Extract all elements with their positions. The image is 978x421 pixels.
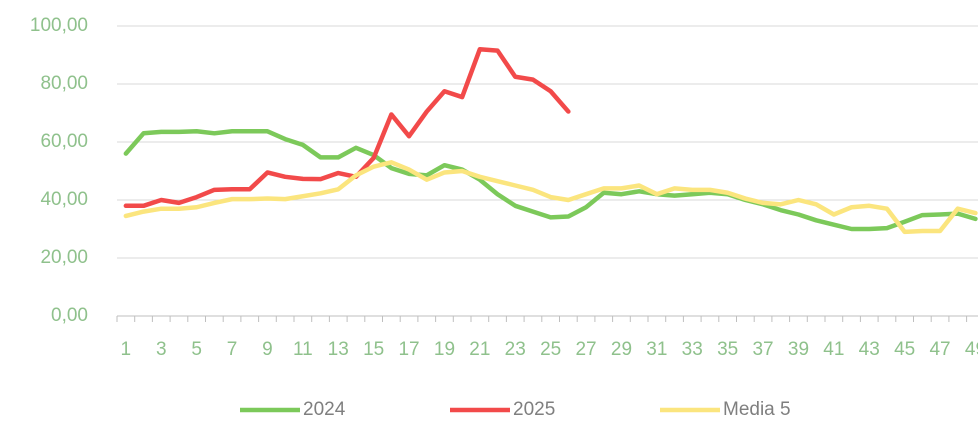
x-tick-label: 9 <box>262 339 273 360</box>
x-tick-label: 13 <box>328 339 349 360</box>
x-tick-label: 33 <box>682 339 703 360</box>
y-tick-label: 80,00 <box>40 73 88 94</box>
x-tick-label: 43 <box>859 339 880 360</box>
x-tick-label: 15 <box>363 339 384 360</box>
x-tick-label: 17 <box>398 339 419 360</box>
y-tick-label: 60,00 <box>40 131 88 152</box>
x-tick-label: 39 <box>788 339 809 360</box>
legend-label: Media 5 <box>723 399 791 420</box>
series-line <box>123 160 978 235</box>
y-tick-label: 0,00 <box>51 305 88 326</box>
x-tick-label: 19 <box>434 339 455 360</box>
x-tick-label: 27 <box>575 339 596 360</box>
x-tick-label: 31 <box>646 339 667 360</box>
legend-label: 2025 <box>513 399 555 420</box>
x-tick-label: 35 <box>717 339 738 360</box>
x-tick-label: 41 <box>823 339 844 360</box>
x-tick-label: 49 <box>965 339 978 360</box>
x-tick-label: 3 <box>156 339 167 360</box>
x-tick-label: 23 <box>505 339 526 360</box>
series-line <box>123 46 571 209</box>
y-tick-label: 100,00 <box>30 15 88 36</box>
y-tick-label: 20,00 <box>40 247 88 268</box>
x-tick-label: 37 <box>752 339 773 360</box>
x-tick-label: 29 <box>611 339 632 360</box>
y-tick-label: 40,00 <box>40 189 88 210</box>
x-tick-label: 47 <box>929 339 950 360</box>
x-tick-label: 7 <box>227 339 238 360</box>
x-tick-label: 11 <box>293 339 313 360</box>
x-tick-label: 25 <box>540 339 561 360</box>
x-tick-label: 21 <box>469 339 490 360</box>
x-tick-label: 1 <box>121 339 132 360</box>
series-line <box>123 129 978 232</box>
legend-label: 2024 <box>303 399 346 420</box>
x-tick-label: 5 <box>191 339 202 360</box>
x-tick-label: 45 <box>894 339 915 360</box>
